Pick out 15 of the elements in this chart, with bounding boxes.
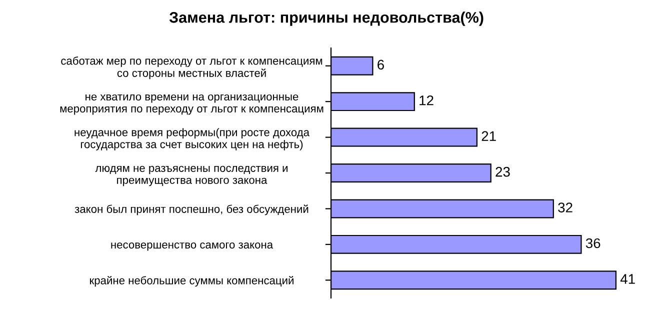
data-label: 6 <box>378 60 384 70</box>
data-label: 12 <box>420 95 434 106</box>
y-tick-label: несовершенство самого закона <box>111 242 274 251</box>
data-label: 41 <box>620 274 635 284</box>
data-label: 23 <box>496 166 510 177</box>
y-tick-label: закон был принят поспешно, без обсуждений <box>74 204 308 216</box>
y-tick-label: крайне небольшие суммы компенсаций <box>90 276 294 287</box>
y-tick-label: неудачное время реформы(при росте дохода государства за счет высоких цен на нефть) <box>74 128 310 150</box>
y-tick-label: не хватило времени на организационные мероприятия по переходу от льгот к компенсациям <box>60 94 324 115</box>
data-label: 21 <box>482 131 496 141</box>
data-label: 36 <box>586 238 600 248</box>
y-tick-label: людям не разъяснены последствия и преимущества нового закона <box>95 166 288 186</box>
y-tick-label: саботаж мер по переходу от льгот к компенсациям со стороны местных властей <box>61 56 322 80</box>
chart-title: Замена льгот: причины недовольства(%) <box>169 12 484 26</box>
data-label: 32 <box>558 202 572 212</box>
